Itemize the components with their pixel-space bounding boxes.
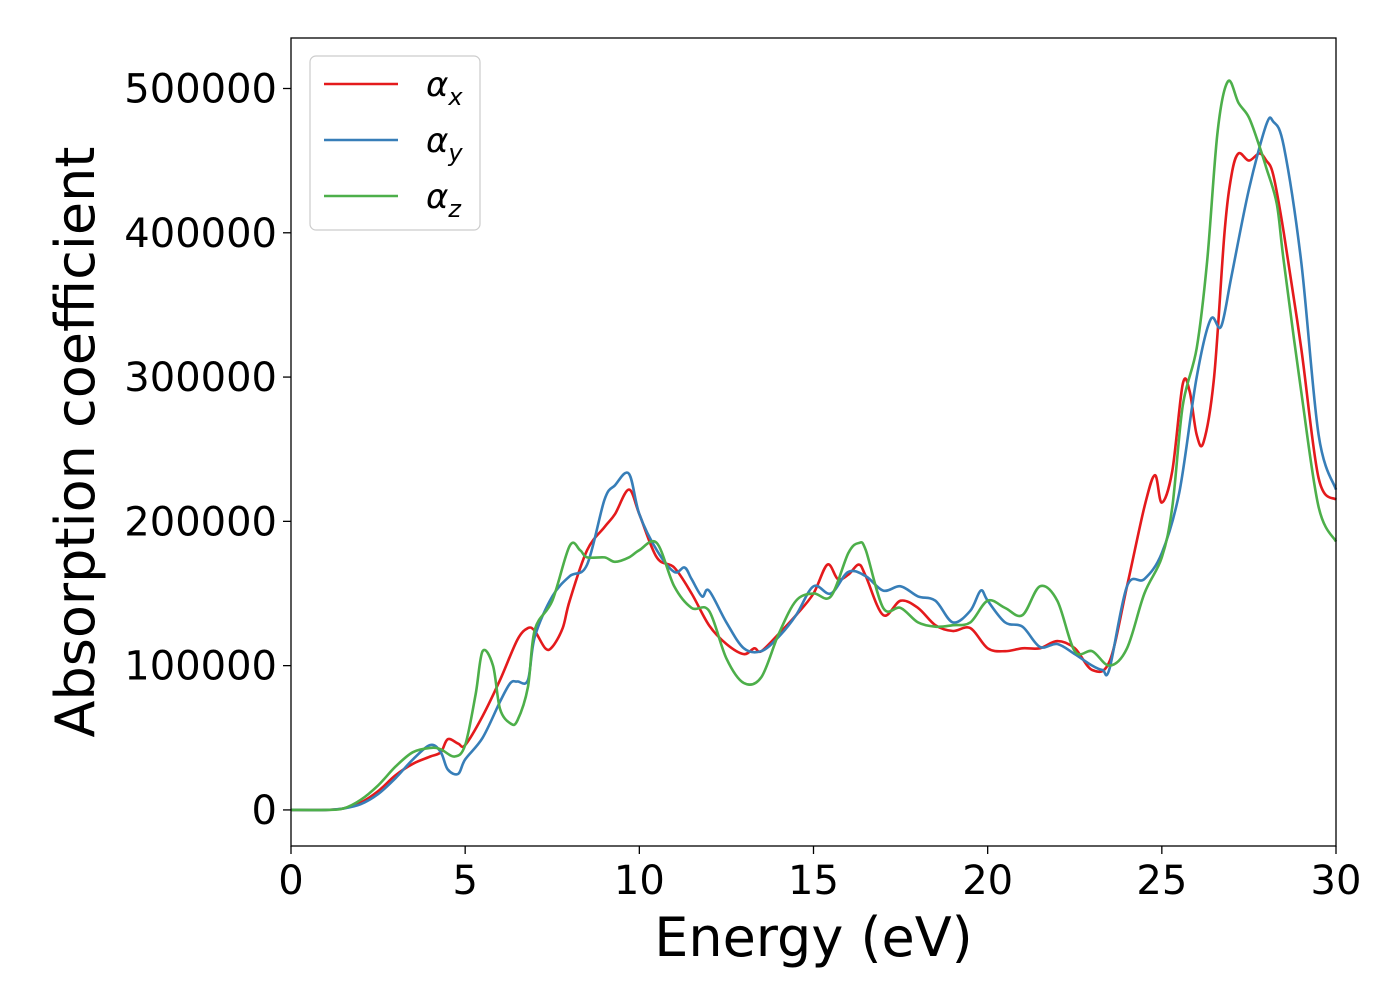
x-axis-title: Energy (eV)	[654, 906, 973, 969]
y-tick-label: 400000	[124, 211, 277, 257]
y-axis-title: Absorption coefficient	[44, 147, 107, 738]
legend-symbol: α	[426, 177, 448, 217]
y-tick-label: 100000	[124, 644, 277, 690]
legend-symbol: α	[426, 65, 448, 105]
y-axis: 0 100000 200000 300000 400000 500000	[124, 67, 291, 834]
series-layer	[290, 79, 1338, 812]
legend-subscript: z	[447, 195, 462, 223]
x-tick-label: 25	[1136, 858, 1187, 904]
x-tick-label: 30	[1311, 858, 1362, 904]
x-tick-label: 10	[614, 858, 665, 904]
x-tick-label: 0	[278, 858, 303, 904]
series-line-alpha-y	[290, 116, 1338, 812]
x-tick-label: 5	[452, 858, 477, 904]
y-tick-label: 500000	[124, 67, 277, 113]
legend-subscript: y	[447, 139, 463, 167]
legend-label-alpha-z: αz	[426, 177, 462, 223]
x-tick-label: 15	[788, 858, 839, 904]
legend-symbol: α	[426, 121, 448, 161]
legend-label-alpha-y: αy	[426, 121, 463, 167]
legend-label-alpha-x: αx	[426, 65, 463, 111]
y-tick-label: 200000	[124, 499, 277, 545]
x-tick-label: 20	[962, 858, 1013, 904]
legend-box	[309, 55, 481, 231]
series-line-alpha-z	[290, 79, 1338, 812]
y-tick-label: 0	[252, 788, 277, 834]
x-axis: 0 5 10 15 20 25 30	[278, 846, 1361, 904]
y-tick-label: 300000	[124, 355, 277, 401]
series-line-alpha-x	[290, 151, 1338, 812]
legend-subscript: x	[447, 83, 463, 111]
